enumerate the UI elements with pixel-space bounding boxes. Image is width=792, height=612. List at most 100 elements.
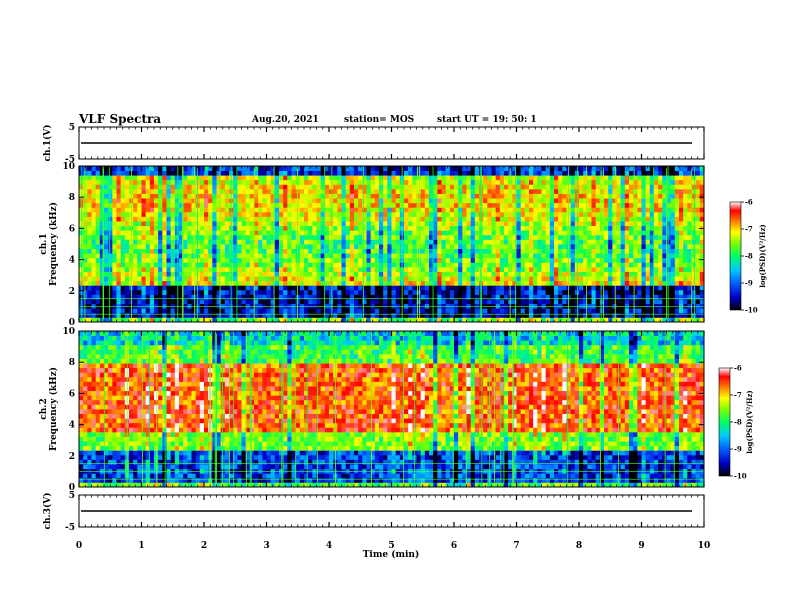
psd-cell <box>112 202 117 208</box>
psd-cell <box>370 244 376 249</box>
psd-cell <box>366 230 372 236</box>
psd-cell <box>516 184 522 190</box>
psd-cell <box>537 244 542 249</box>
psd-cell <box>591 271 597 277</box>
psd-cell <box>174 175 180 181</box>
psd-cell <box>324 179 330 185</box>
psd-cell <box>99 308 105 314</box>
psd-cell <box>133 294 138 300</box>
psd-cell <box>633 230 638 236</box>
psd-cell <box>404 234 409 240</box>
psd-cell <box>337 198 342 204</box>
psd-cell <box>549 230 555 236</box>
psd-cell <box>124 317 130 323</box>
psd-cell <box>329 216 334 222</box>
psd-cell <box>224 239 230 245</box>
psd-cell <box>516 299 522 305</box>
psd-cell <box>641 248 647 254</box>
psd-cell <box>216 207 222 213</box>
psd-cell <box>491 308 497 314</box>
psd-cell <box>674 262 680 268</box>
psd-cell <box>133 216 138 222</box>
psd-cell <box>358 276 363 282</box>
psd-cell <box>324 280 330 286</box>
psd-cell <box>158 188 163 194</box>
psd-cell <box>633 170 638 176</box>
psd-cell <box>116 175 122 181</box>
psd-cell <box>562 225 567 231</box>
psd-cell <box>649 221 655 227</box>
psd-cell <box>549 244 555 249</box>
psd-cell <box>504 184 509 190</box>
psd-cell <box>683 221 688 227</box>
psd-cell <box>545 239 551 245</box>
psd-cell <box>233 234 238 240</box>
psd-cell <box>170 266 176 272</box>
psd-cell <box>154 262 159 268</box>
psd-cell <box>249 225 255 231</box>
psd-cell <box>279 308 284 314</box>
psd-cell <box>262 170 267 176</box>
psd-cell <box>512 188 517 194</box>
psd-cell <box>599 262 605 268</box>
psd-cell <box>483 188 488 194</box>
psd-cell <box>470 239 476 245</box>
psd-cell <box>408 294 413 300</box>
psd-cell <box>454 211 459 217</box>
psd-cell <box>624 253 630 259</box>
psd-cell <box>170 276 176 282</box>
psd-cell <box>433 230 438 236</box>
psd-cell <box>133 184 138 190</box>
psd-cell <box>108 308 113 314</box>
psd-cell <box>624 207 630 213</box>
psd-cell <box>512 248 517 254</box>
psd-cell <box>474 262 480 268</box>
psd-cell <box>545 248 551 254</box>
psd-cell <box>574 280 580 286</box>
psd-cell <box>208 266 213 272</box>
psd-cell <box>370 207 376 213</box>
psd-cell <box>149 276 155 282</box>
psd-cell <box>108 216 113 222</box>
psd-cell <box>574 207 580 213</box>
psd-cell <box>333 289 338 295</box>
psd-cell <box>187 262 192 268</box>
psd-cell <box>658 257 663 263</box>
psd-cell <box>491 234 497 240</box>
psd-cell <box>454 271 459 277</box>
psd-cell <box>208 184 213 190</box>
psd-cell <box>541 276 547 282</box>
psd-cell <box>304 289 309 295</box>
psd-cell <box>387 211 392 217</box>
psd-cell <box>445 262 451 268</box>
psd-cell <box>545 276 551 282</box>
psd-cell <box>624 166 630 171</box>
psd-cell <box>354 198 359 204</box>
psd-cell <box>99 244 105 249</box>
psd-cell <box>354 244 359 249</box>
psd-cell <box>537 299 542 305</box>
psd-cell <box>212 230 217 236</box>
psd-cell <box>637 221 642 227</box>
psd-cell <box>379 289 384 295</box>
psd-cell <box>449 202 455 208</box>
psd-cell <box>112 299 117 305</box>
psd-cell <box>362 289 367 295</box>
psd-cell <box>587 312 592 318</box>
psd-cell <box>504 285 509 291</box>
psd-cell <box>224 179 230 185</box>
psd-cell <box>562 216 567 222</box>
psd-cell <box>383 175 388 181</box>
psd-cell <box>154 184 159 190</box>
psd-cell <box>241 299 247 305</box>
psd-cell <box>558 257 563 263</box>
psd-cell <box>529 225 534 231</box>
psd-cell <box>387 294 392 300</box>
psd-cell <box>595 211 601 217</box>
psd-cell <box>574 184 580 190</box>
psd-cell <box>445 188 451 194</box>
psd-cell <box>579 170 584 176</box>
psd-cell <box>645 248 651 254</box>
psd-cell <box>99 221 105 227</box>
psd-cell <box>179 239 184 245</box>
